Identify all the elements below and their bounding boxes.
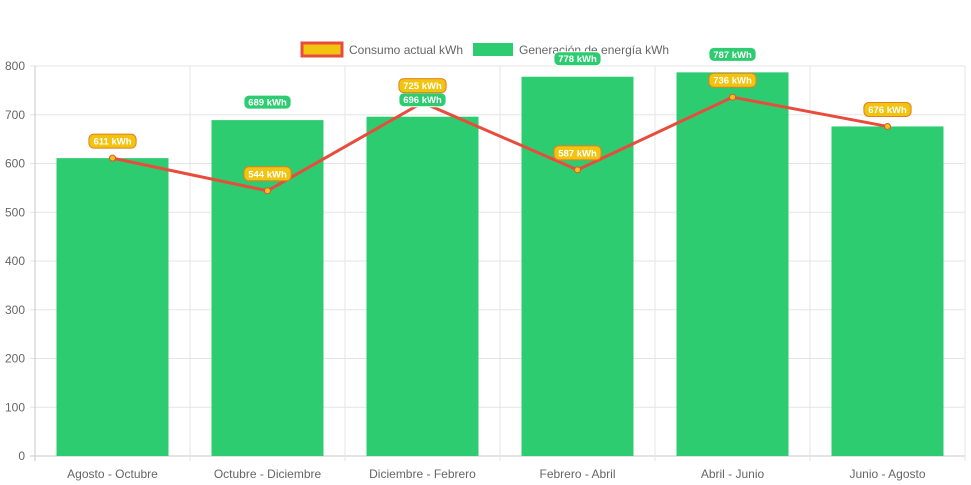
x-tick-label: Febrero - Abril xyxy=(539,467,615,481)
y-tick-label: 200 xyxy=(5,352,25,366)
data-label-box xyxy=(553,145,602,161)
data-label: 544 kWh xyxy=(248,169,287,180)
y-tick-label: 600 xyxy=(5,157,25,171)
line-point[interactable] xyxy=(729,93,736,101)
y-tick-label: 700 xyxy=(5,108,25,122)
data-label-box xyxy=(863,101,912,117)
bar[interactable] xyxy=(521,76,634,456)
data-label-box xyxy=(553,51,602,67)
data-label: 689 kWh xyxy=(248,98,287,109)
data-label: 611 kWh xyxy=(93,137,131,148)
line-series xyxy=(112,95,888,193)
line-point[interactable] xyxy=(109,154,116,162)
x-tick-label: Abril - Junio xyxy=(701,467,765,481)
x-tick-label: Junio - Agosto xyxy=(849,467,925,481)
data-label: 787 kWh xyxy=(713,50,752,61)
data-label: 696 kWh xyxy=(403,95,442,106)
legend-swatch-generacion[interactable] xyxy=(473,43,513,56)
legend[interactable]: Consumo actual kWh Generación de energía… xyxy=(300,41,669,58)
data-label-box xyxy=(243,166,292,182)
y-axis-ticks: 0 100 200 300 400 500 600 700 800 xyxy=(5,59,25,463)
data-label: 736 kWh xyxy=(713,76,752,87)
x-tick-label: Diciembre - Febrero xyxy=(369,467,476,481)
legend-swatch-consumo[interactable] xyxy=(300,41,344,58)
x-tick-label: Agosto - Octubre xyxy=(67,467,158,481)
line-point[interactable] xyxy=(264,187,271,195)
data-label: 778 kWh xyxy=(558,54,597,65)
bar[interactable] xyxy=(831,126,944,456)
data-label: 725 kWh xyxy=(403,81,442,92)
data-label: 587 kWh xyxy=(558,148,597,159)
data-label-box xyxy=(398,78,447,94)
x-axis-ticks: Agosto - Octubre Octubre - Diciembre Dicie… xyxy=(67,467,926,481)
y-tick-label: 500 xyxy=(5,205,25,219)
data-label-box xyxy=(708,46,757,62)
data-label: 676 kWh xyxy=(868,105,907,116)
line-point[interactable] xyxy=(884,122,891,130)
data-label-box xyxy=(708,72,757,88)
y-tick-label: 400 xyxy=(5,254,25,268)
bar[interactable] xyxy=(676,72,789,457)
y-tick-label: 800 xyxy=(5,59,25,73)
data-labels: 689 kWh 696 kWh 778 kWh 787 kWh 611 kWh 544 k… xyxy=(88,46,912,182)
y-tick-label: 100 xyxy=(5,400,25,414)
line-point[interactable] xyxy=(574,166,581,174)
data-label-box xyxy=(243,94,292,110)
y-tick-label: 0 xyxy=(18,449,25,463)
grid xyxy=(30,65,966,461)
y-tick-label: 300 xyxy=(5,303,25,317)
bar[interactable] xyxy=(56,158,169,456)
bar[interactable] xyxy=(366,116,479,456)
legend-label-consumo[interactable]: Consumo actual kWh xyxy=(349,43,463,57)
x-tick-label: Octubre - Diciembre xyxy=(214,467,322,481)
data-label-box xyxy=(88,133,137,149)
